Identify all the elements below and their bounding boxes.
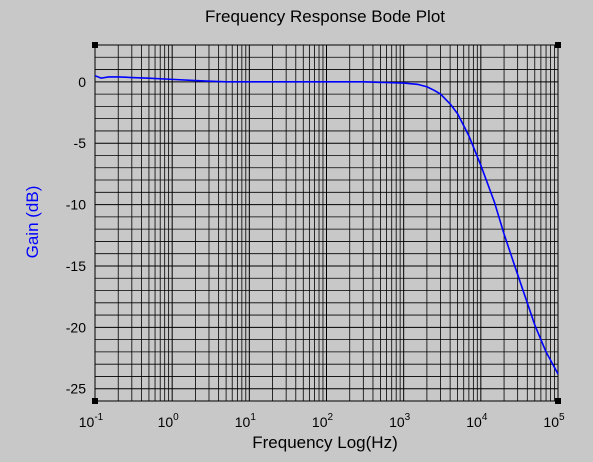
x-tick-label: 102 xyxy=(312,412,334,430)
x-tick-exponent: 4 xyxy=(482,412,488,423)
y-tick-label: -15 xyxy=(66,258,86,274)
x-tick-base: 10 xyxy=(158,414,174,430)
y-tick-label: -5 xyxy=(74,135,87,151)
x-tick-exponent: 3 xyxy=(405,412,411,423)
x-tick-label: 103 xyxy=(389,412,411,430)
x-axis-label: Frequency Log(Hz) xyxy=(252,433,398,452)
corner-marker xyxy=(92,42,98,48)
x-tick-exponent: 0 xyxy=(173,412,179,423)
y-tick-label: -20 xyxy=(66,319,86,335)
x-tick-exponent: 2 xyxy=(328,412,334,423)
x-tick-exponent: 1 xyxy=(250,412,256,423)
x-tick-base: 10 xyxy=(235,414,251,430)
x-tick-label: 10-1 xyxy=(79,412,104,430)
x-tick-base: 10 xyxy=(312,414,328,430)
corner-markers xyxy=(92,42,561,404)
y-tick-label: 0 xyxy=(78,74,86,90)
x-tick-base: 10 xyxy=(466,414,482,430)
x-tick-label: 101 xyxy=(235,412,257,430)
x-tick-labels: 10-1 100 101 102 103 104 105 xyxy=(79,412,565,430)
corner-marker xyxy=(92,398,98,404)
corner-marker xyxy=(555,398,561,404)
series-layer xyxy=(94,74,559,375)
x-tick-label: 104 xyxy=(466,412,488,430)
x-tick-base: 10 xyxy=(79,414,95,430)
y-tick-label: -10 xyxy=(66,197,86,213)
x-tick-exponent: -1 xyxy=(94,412,103,423)
x-tick-exponent: 5 xyxy=(559,412,565,423)
x-tick-base: 10 xyxy=(389,414,405,430)
series-line-1 xyxy=(94,74,559,375)
grid-lines xyxy=(94,44,559,402)
y-tick-label: -25 xyxy=(66,381,86,397)
y-tick-labels: 0 -5 -10 -15 -20 -25 xyxy=(66,74,86,397)
corner-marker xyxy=(555,42,561,48)
x-tick-label: 105 xyxy=(543,412,565,430)
y-axis-label: Gain (dB) xyxy=(23,186,42,259)
x-tick-base: 10 xyxy=(543,414,559,430)
chart-title: Frequency Response Bode Plot xyxy=(205,7,445,26)
x-tick-label: 100 xyxy=(158,412,180,430)
